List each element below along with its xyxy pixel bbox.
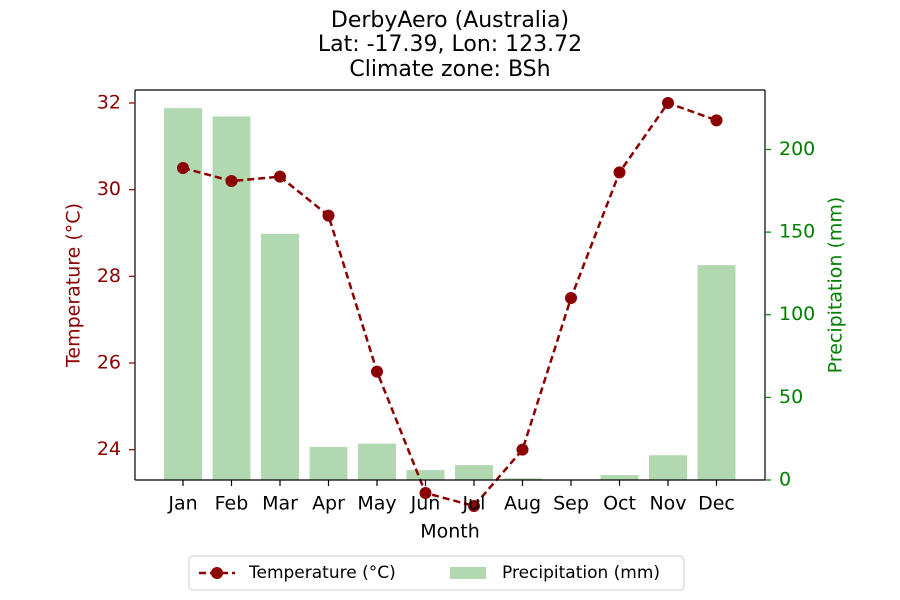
left-tick-label-32: 32 — [97, 92, 121, 114]
temperature-point-apr — [322, 209, 335, 222]
x-tick-label-oct: Oct — [603, 493, 636, 515]
chart-title: DerbyAero (Australia) Lat: -17.39, Lon: … — [318, 8, 582, 82]
x-tick-label-feb: Feb — [215, 493, 249, 515]
x-tick-label-dec: Dec — [698, 493, 735, 515]
precipitation-bar-jun — [406, 470, 445, 480]
right-axis-label: Precipitation (mm) — [825, 197, 847, 374]
precipitation-bar-aug — [503, 478, 542, 480]
precipitation-bar-jul — [455, 465, 493, 480]
temperature-point-jan — [177, 162, 189, 174]
legend-temperature-marker — [211, 567, 223, 579]
right-tick-label-50: 50 — [779, 386, 803, 408]
title-line-2: Lat: -17.39, Lon: 123.72 — [318, 32, 582, 57]
temperature-point-jun — [419, 487, 432, 499]
right-tick-label-200: 200 — [779, 138, 815, 160]
precipitation-bar-may — [358, 443, 396, 480]
legend-precipitation-swatch — [450, 567, 486, 579]
precipitation-bar-feb — [212, 116, 251, 481]
precipitation-bars — [164, 108, 736, 481]
precipitation-bar-apr — [309, 446, 348, 480]
x-tick-label-nov: Nov — [649, 493, 686, 515]
x-tick-label-jan: Jan — [167, 493, 197, 515]
precipitation-bar-oct — [600, 475, 639, 480]
x-tick-label-jul: Jul — [462, 493, 486, 515]
precipitation-bar-nov — [649, 455, 687, 480]
temperature-point-may — [371, 365, 383, 378]
x-tick-label-mar: Mar — [262, 493, 298, 515]
legend-box — [188, 555, 685, 591]
temperature-line — [182, 101, 717, 508]
left-tick-label-28: 28 — [97, 265, 121, 287]
x-tick-label-may: May — [357, 493, 396, 515]
left-tick-label-30: 30 — [97, 178, 121, 200]
x-axis-label: Month — [420, 521, 480, 543]
temperature-point-mar — [274, 170, 286, 183]
precipitation-bar-mar — [261, 233, 299, 480]
title-line-1: DerbyAero (Australia) — [331, 8, 569, 33]
temperature-point-oct — [613, 166, 626, 179]
x-tick-label-jun: Jun — [410, 493, 441, 515]
temperature-point-jul — [468, 500, 480, 512]
temperature-point-aug — [516, 443, 529, 456]
right-tick-label-150: 150 — [779, 221, 815, 243]
x-tick-label-sep: Sep — [553, 493, 589, 515]
legend-precipitation-label: Precipitation (mm) — [502, 563, 660, 583]
temperature-point-feb — [225, 175, 238, 187]
plot-frame — [134, 89, 766, 481]
axis-ticks: Jan Feb Mar Apr May Jun Jul Aug Sep Oct Nov Dec 24 26… — [97, 92, 815, 515]
title-line-3: Climate zone: BSh — [349, 57, 550, 82]
left-tick-label-26: 26 — [97, 352, 121, 374]
right-tick-label-0: 0 — [779, 469, 791, 491]
left-axis-label: Temperature (°C) — [63, 203, 85, 368]
left-tick-label-24: 24 — [97, 438, 121, 460]
x-tick-label-aug: Aug — [504, 493, 541, 515]
precipitation-bar-dec — [697, 265, 736, 480]
right-tick-label-100: 100 — [779, 303, 815, 325]
legend: Temperature (°C) Precipitation (mm) — [188, 555, 685, 591]
temperature-point-dec — [710, 114, 723, 127]
legend-temperature-label: Temperature (°C) — [248, 563, 396, 583]
temperature-point-sep — [565, 292, 577, 304]
temperature-point-nov — [662, 97, 674, 109]
temperature-line-layer — [177, 97, 723, 512]
x-tick-label-apr: Apr — [312, 493, 345, 515]
